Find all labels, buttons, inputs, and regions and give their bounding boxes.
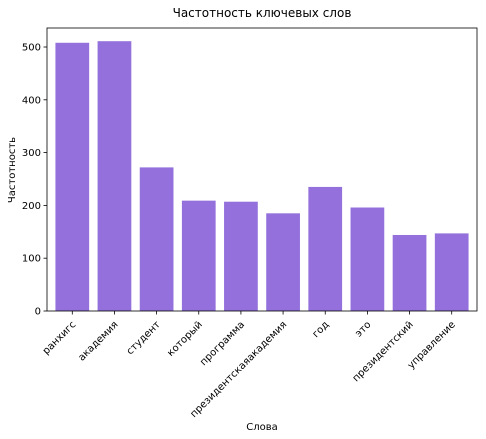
y-tick-label: 0 xyxy=(35,307,41,318)
y-tick-label: 400 xyxy=(22,95,41,106)
bar xyxy=(224,201,258,311)
x-axis-label: Слова xyxy=(246,422,278,433)
bar xyxy=(308,186,343,311)
x-tick-label: ранхигс xyxy=(41,319,79,357)
y-tick-label: 300 xyxy=(22,148,41,159)
x-tick-label: это xyxy=(353,319,373,339)
bar xyxy=(97,41,132,311)
y-axis-label: Частотность xyxy=(7,137,18,203)
plot-frame xyxy=(46,27,478,312)
chart-title: Частотность ключевых слов xyxy=(173,6,352,20)
y-axis: 0 100 200 300 400 500 xyxy=(22,43,47,318)
x-tick-label: студент xyxy=(125,319,163,357)
y-tick-label: 500 xyxy=(22,43,41,54)
x-tick-label: академия xyxy=(76,319,120,363)
bar xyxy=(139,167,174,311)
x-tick-label: который xyxy=(165,319,204,358)
bar xyxy=(266,213,300,311)
x-tick-label: год xyxy=(311,319,332,340)
bar xyxy=(434,233,469,311)
bar xyxy=(350,207,385,311)
y-tick-label: 100 xyxy=(22,254,41,265)
bar xyxy=(392,234,427,311)
bar xyxy=(181,200,216,311)
bars-group xyxy=(55,41,469,311)
y-tick-label: 200 xyxy=(22,201,41,212)
bar xyxy=(55,42,90,311)
